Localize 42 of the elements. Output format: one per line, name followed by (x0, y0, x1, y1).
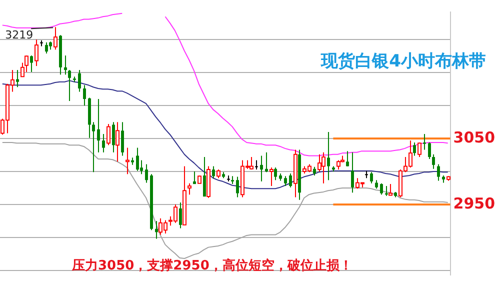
candlestick (327, 131, 330, 181)
candlestick (351, 152, 354, 194)
candlestick (121, 122, 124, 156)
candlestick (179, 202, 182, 229)
candlestick (212, 166, 215, 179)
candlestick (83, 84, 86, 106)
candlestick (30, 55, 33, 72)
candlestick (413, 142, 416, 156)
candlestick (136, 147, 139, 172)
y-tick-label: 3050 (453, 128, 495, 146)
candlestick (64, 55, 67, 76)
candlestick (260, 155, 263, 182)
candlestick (97, 98, 100, 153)
candlestick (145, 164, 148, 184)
candlestick (112, 122, 115, 153)
candlestick (255, 160, 258, 170)
candlestick (193, 171, 196, 185)
candlestick (428, 142, 431, 160)
y-tick-label: 2950 (453, 194, 495, 212)
candlestick (432, 154, 435, 170)
annotation: 3219 (5, 28, 34, 42)
candlestick (423, 133, 426, 150)
candlestick (437, 164, 440, 182)
candlestick (140, 160, 143, 175)
candlestick (155, 220, 158, 240)
candlestick (102, 133, 105, 153)
candlestick (284, 176, 287, 187)
candlestick (78, 70, 81, 92)
candlestick (16, 70, 19, 88)
candlestick (203, 156, 206, 198)
candlestick (380, 182, 383, 196)
candlestick (236, 176, 239, 198)
candlestick (289, 172, 292, 188)
candlestick (68, 70, 71, 102)
candlestick (92, 122, 95, 173)
candlestick (274, 167, 277, 181)
candlestick (370, 172, 373, 184)
text: 现货白银4小时布林带 (320, 51, 486, 72)
candlestick (265, 152, 268, 173)
annotation: 压力3050，支撑2950，高位短空，破位止损！ (71, 257, 352, 274)
candlestick (346, 150, 349, 167)
candlestick (45, 42, 48, 54)
